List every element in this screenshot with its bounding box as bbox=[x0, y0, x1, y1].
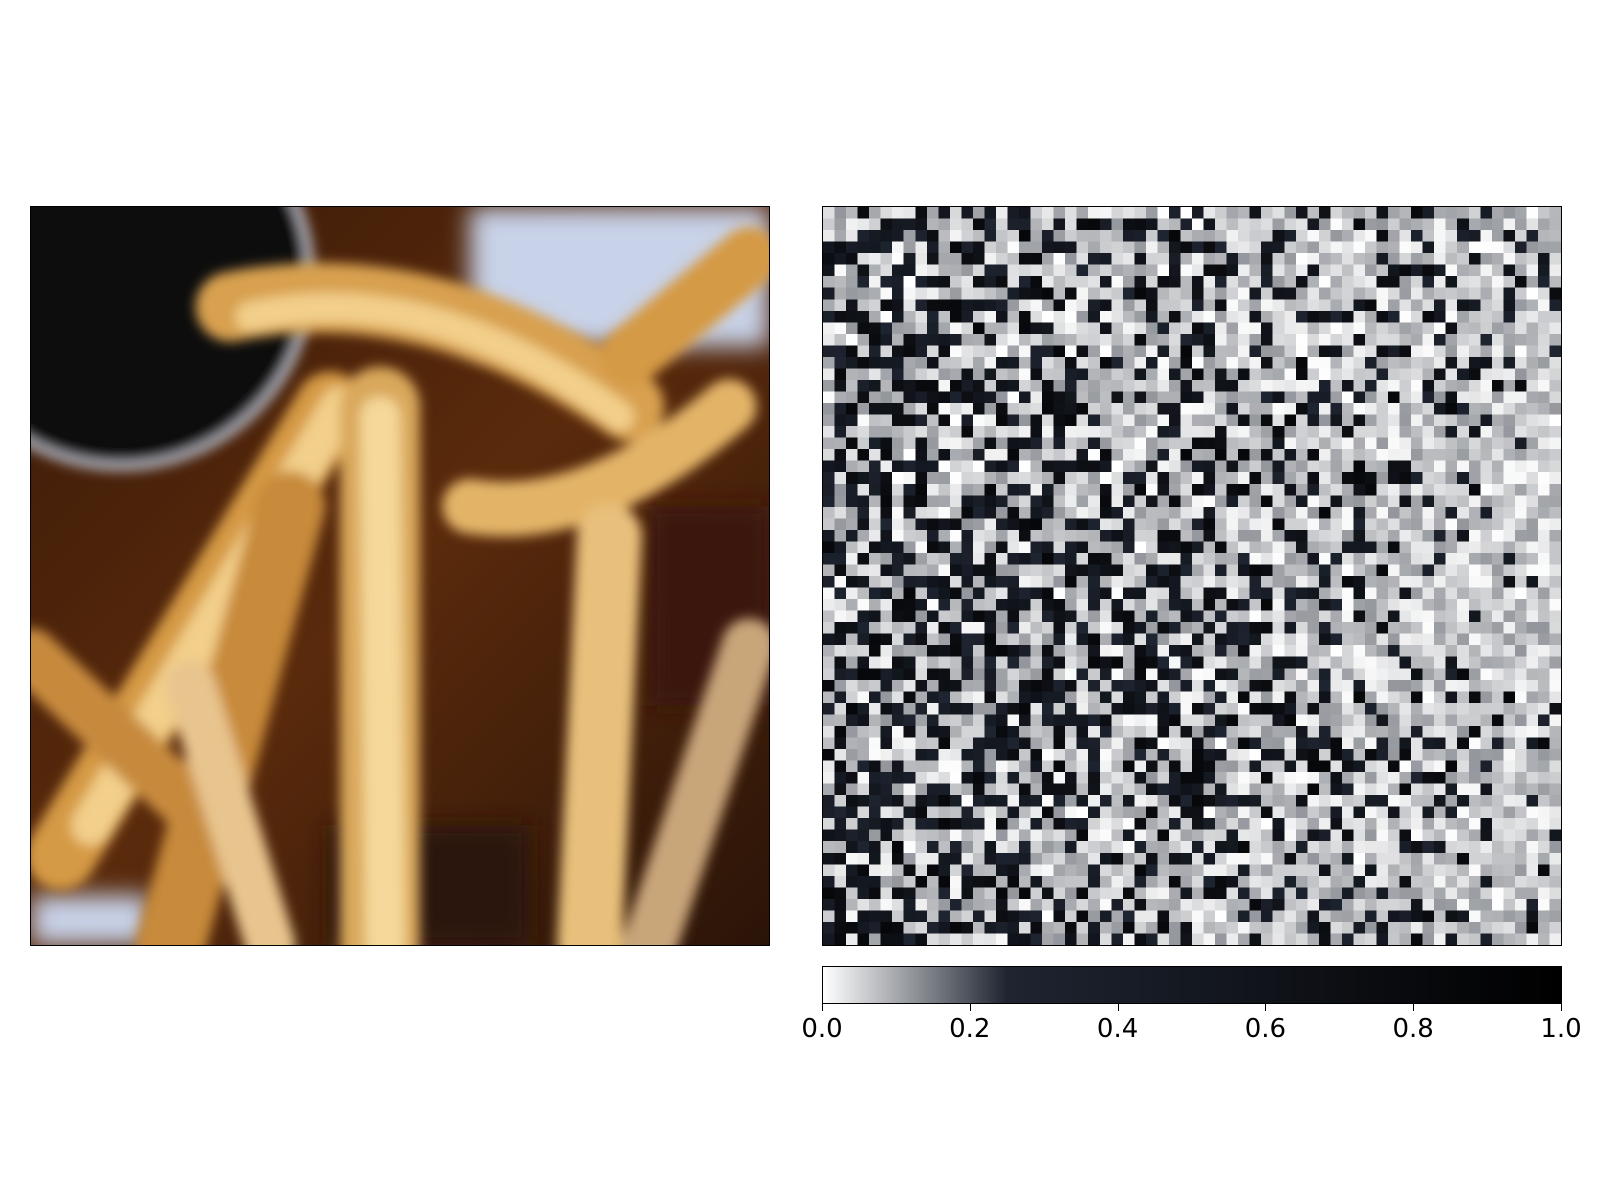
colorbar-tick bbox=[1265, 1004, 1267, 1011]
colorbar-tick bbox=[969, 1004, 971, 1011]
colorbar-tick-label: 1.0 bbox=[1540, 1014, 1582, 1044]
heatmap-grid bbox=[823, 207, 1561, 945]
colorbar-tick bbox=[1117, 1004, 1119, 1011]
colorbar-tick-label: 0.4 bbox=[1096, 1014, 1139, 1044]
colorbar-tick-label: 0.2 bbox=[949, 1014, 991, 1044]
colorbar-tick-label: 0.0 bbox=[801, 1014, 843, 1044]
saliency-heatmap bbox=[822, 206, 1562, 946]
colorbar-tick-label: 0.8 bbox=[1392, 1014, 1434, 1044]
food-photo-image bbox=[31, 207, 769, 945]
colorbar-tick bbox=[822, 1004, 823, 1011]
colorbar-tick bbox=[1413, 1004, 1415, 1011]
colorbar-tick bbox=[1561, 1004, 1562, 1011]
colorbar bbox=[822, 966, 1562, 1004]
food-photo bbox=[30, 206, 770, 946]
colorbar-tick-label: 0.6 bbox=[1244, 1014, 1287, 1044]
